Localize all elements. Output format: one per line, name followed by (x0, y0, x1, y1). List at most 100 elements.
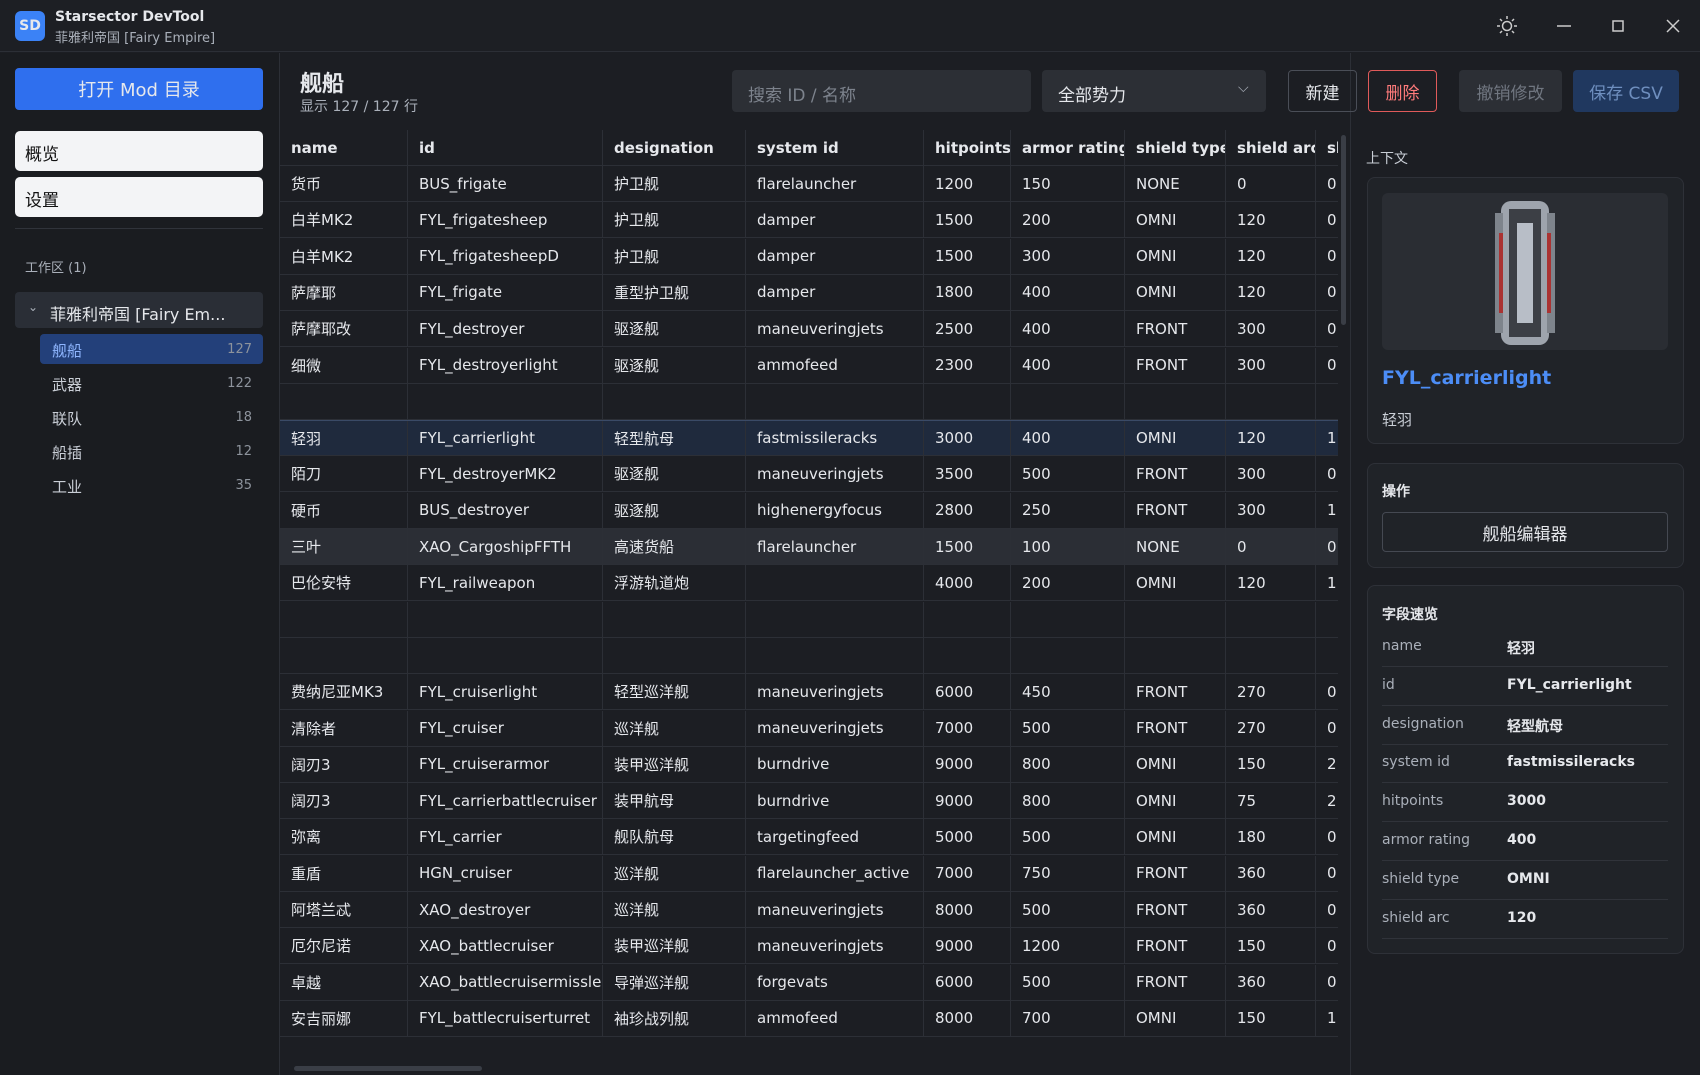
table-cell: 120 (1226, 238, 1316, 274)
table-row[interactable]: 陌刀 FYL_destroyerMK2 驱逐舰 maneuveringjets 3500… (280, 456, 1338, 493)
toolbar-button[interactable]: 撤销修改 (1459, 70, 1562, 112)
table-cell: 300 (1226, 492, 1316, 528)
table-row[interactable]: 萨摩耶 FYL_frigate 重型护卫舰 damper 1800 400 OMNI 120 0… (280, 274, 1338, 311)
table-row[interactable]: 萨摩耶改 FYL_destroyer 驱逐舰 maneuveringjets 2500 4… (280, 311, 1338, 348)
nav-button[interactable]: 概览 (15, 131, 263, 171)
column-header[interactable]: hitpoints (924, 130, 1011, 165)
table-row[interactable]: 阔刃3 FYL_carrierbattlecruiser 装甲航母 burndrive… (280, 783, 1338, 820)
table-cell: FYL_destroyerMK2 (408, 456, 603, 492)
table-row[interactable]: 货币 BUS_frigate 护卫舰 flarelauncher 1200 150 NONE… (280, 166, 1338, 202)
table-row[interactable]: 阿塔兰忒 XAO_destroyer 巡洋舰 maneuveringjets 8000 5… (280, 892, 1338, 928)
table-cell: FYL_cruiserarmor (408, 746, 603, 782)
actions-label: 操作 (1382, 484, 1410, 500)
app-icon: SD (15, 11, 45, 41)
column-header[interactable]: shield type (1125, 130, 1226, 165)
table-cell: 0. (1316, 456, 1338, 491)
toolbar-button[interactable]: 新建 (1288, 70, 1357, 112)
table-cell: XAO_destroyer (408, 892, 603, 927)
open-mod-button[interactable]: 打开 Mod 目录 (15, 68, 263, 110)
column-header[interactable]: shield arc (1226, 130, 1316, 165)
nav-button[interactable]: 设置 (15, 177, 263, 217)
table-row[interactable] (280, 383, 1338, 420)
column-header[interactable]: name (280, 130, 408, 165)
h-scrollbar[interactable] (294, 1066, 482, 1071)
ship-editor-button[interactable]: 舰船编辑器 (1382, 512, 1668, 552)
table-cell: 500 (1011, 710, 1125, 746)
toolbar-button[interactable]: 保存 CSV (1573, 70, 1679, 112)
table-cell: 400 (1011, 347, 1125, 383)
table-cell (1226, 637, 1316, 673)
column-header[interactable]: id (408, 130, 603, 165)
table-cell (1011, 601, 1125, 637)
table-row[interactable]: 卓越 XAO_battlecruisermissle 导弹巡洋舰 forgevats 6… (280, 964, 1338, 1001)
table-cell: 500 (1011, 892, 1125, 927)
fields-card (1367, 585, 1684, 954)
table-cell: OMNI (1125, 274, 1226, 310)
table-cell (408, 637, 603, 673)
table-row[interactable]: 厄尔尼诺 XAO_battlecruiser 装甲巡洋舰 maneuveringjet… (280, 928, 1338, 965)
v-scrollbar[interactable] (1341, 135, 1346, 325)
field-divider (1382, 704, 1668, 706)
table-row[interactable]: 白羊MK2 FYL_frigatesheep 护卫舰 damper 1500 200 OMN… (280, 202, 1338, 239)
field-key: id (1382, 676, 1395, 693)
table-row[interactable]: 轻羽 FYL_carrierlight 轻型航母 fastmissileracks 30… (280, 420, 1338, 457)
table-row[interactable]: 细微 FYL_destroyerlight 驱逐舰 ammofeed 2300 400 FR… (280, 347, 1338, 384)
field-value: 400 (1507, 832, 1537, 848)
column-header[interactable]: armor rating (1011, 130, 1125, 165)
table-cell: 袖珍战列舰 (603, 1000, 746, 1036)
table-cell: 450 (1011, 674, 1125, 710)
table-cell: 厄尔尼诺 (280, 928, 408, 964)
window-controls[interactable] (1495, 14, 1695, 38)
table-cell: 驱逐舰 (603, 492, 746, 528)
table-cell: 750 (1011, 855, 1125, 891)
workspace-label: 工作区 (1) (25, 261, 87, 276)
table-cell: 陌刀 (280, 456, 408, 492)
table-cell: XAO_CargoshipFFTH (408, 529, 603, 564)
table-cell: 800 (1011, 746, 1125, 782)
field-value: FYL_carrierlight (1507, 676, 1632, 693)
item-count: 127 (227, 342, 252, 357)
search-input[interactable]: 搜索 ID / 名称 (732, 70, 1031, 112)
table-row[interactable]: 硬币 BUS_destroyer 驱逐舰 highenergyfocus 2800 250… (280, 492, 1338, 529)
table-cell: 75 (1226, 783, 1316, 819)
table-cell (280, 601, 408, 637)
sidebar-item[interactable] (40, 334, 263, 364)
workspace-item[interactable] (15, 292, 263, 328)
column-header[interactable]: designation (603, 130, 746, 165)
table-row[interactable]: 三叶 XAO_CargoshipFFTH 高速货船 flarelauncher 1500… (280, 529, 1338, 565)
column-header[interactable]: system id (746, 130, 924, 165)
table-cell: flarelauncher (746, 166, 924, 201)
table-cell: 300 (1011, 238, 1125, 274)
column-header[interactable]: sl (1316, 130, 1338, 165)
table-cell: 1 (1316, 565, 1338, 600)
table-cell: 阿塔兰忒 (280, 892, 408, 927)
table-row[interactable]: 清除者 FYL_cruiser 巡洋舰 maneuveringjets 7000 500 F… (280, 710, 1338, 747)
table-row[interactable]: 安吉丽娜 FYL_battlecruiserturret 袖珍战列舰 ammofeed… (280, 1000, 1338, 1037)
table-cell: 8000 (924, 1000, 1011, 1036)
table-cell: 0. (1316, 928, 1338, 963)
table-row[interactable]: 重盾 HGN_cruiser 巡洋舰 flarelauncher_active 7000… (280, 855, 1338, 892)
faction-dropdown[interactable]: 全部势力 (1042, 70, 1266, 112)
table-row[interactable]: 弥离 FYL_carrier 舰队航母 targetingfeed 5000 500 OMN… (280, 819, 1338, 856)
table-row[interactable] (280, 637, 1338, 674)
table-cell: damper (746, 202, 924, 238)
table-cell: 120 (1226, 202, 1316, 238)
table-cell: BUS_frigate (408, 166, 603, 201)
ship-table: name id designation system id hitpoints armor… (280, 130, 1338, 1045)
table-cell: 7000 (924, 710, 1011, 746)
table-cell: 250 (1011, 492, 1125, 528)
ship-name: 轻羽 (1382, 411, 1413, 429)
table-cell: 2 (1316, 783, 1338, 818)
table-row[interactable]: 费纳尼亚MK3 FYL_cruiserlight 轻型巡洋舰 maneuveringj… (280, 674, 1338, 711)
table-cell: OMNI (1125, 202, 1226, 238)
item-count: 12 (235, 444, 252, 459)
table-cell: OMNI (1125, 783, 1226, 819)
table-cell: FRONT (1125, 928, 1226, 964)
toolbar-button[interactable]: 删除 (1368, 70, 1437, 112)
table-row[interactable] (280, 601, 1338, 638)
table-row[interactable]: 巴伦安特 FYL_railweapon 浮游轨道炮 4000 200 OMNI 120 1 (280, 565, 1338, 602)
table-cell: FYL_cruiserlight (408, 674, 603, 710)
table-row[interactable]: 白羊MK2 FYL_frigatesheepD 护卫舰 damper 1500 300 OM… (280, 238, 1338, 275)
table-cell: FRONT (1125, 347, 1226, 383)
table-row[interactable]: 阔刃3 FYL_cruiserarmor 装甲巡洋舰 burndrive 9000 800… (280, 746, 1338, 783)
